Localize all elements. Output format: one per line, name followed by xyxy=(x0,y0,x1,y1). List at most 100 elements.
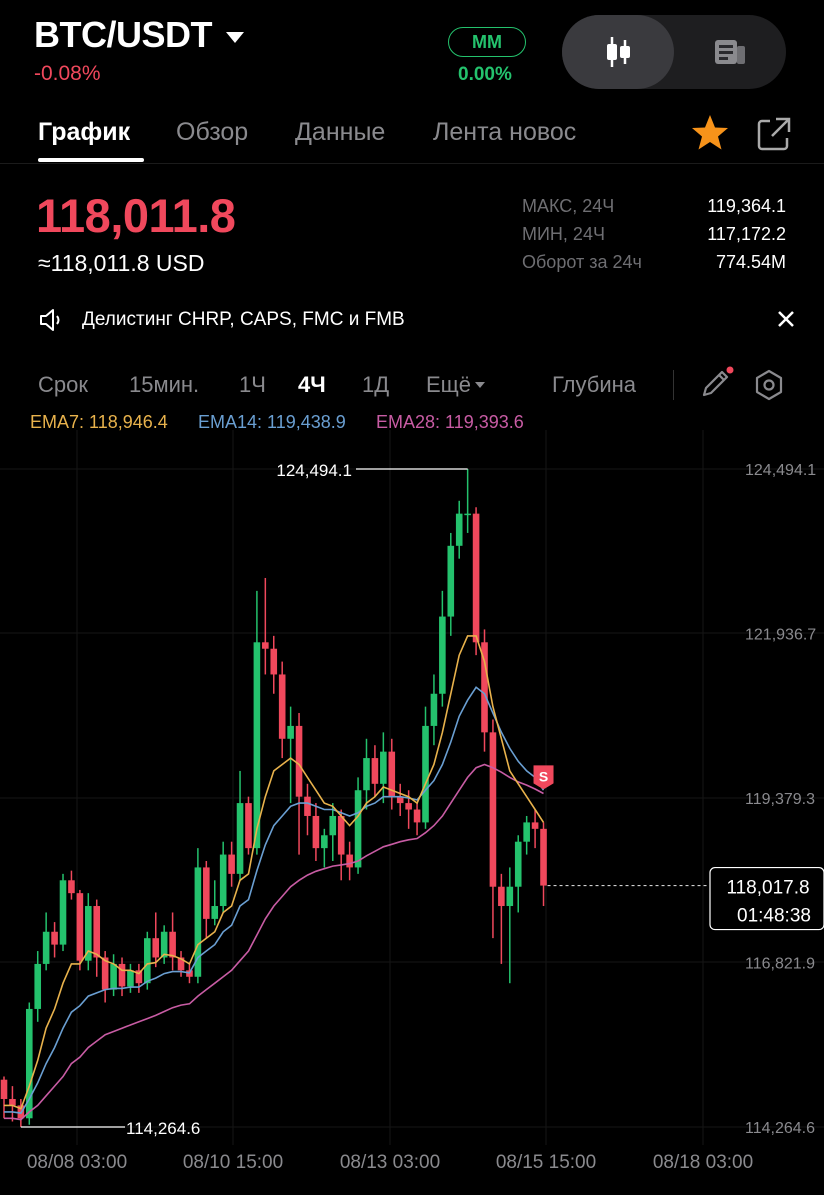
candle-up xyxy=(455,513,463,546)
candle-down xyxy=(472,513,480,643)
candle-up xyxy=(422,725,429,823)
candle-up xyxy=(219,854,227,907)
timeframe-more-label: Ещё xyxy=(426,372,472,397)
candle-down xyxy=(498,886,505,907)
candle-down xyxy=(278,674,286,739)
candle-up xyxy=(287,725,294,739)
tab-news-feed[interactable]: Лента новос xyxy=(433,118,577,146)
star-icon[interactable] xyxy=(690,113,730,153)
timeframe-more[interactable]: Ещё xyxy=(426,372,486,398)
news-view-button[interactable] xyxy=(674,15,786,89)
countdown-label: 01:48:38 xyxy=(737,906,811,927)
close-icon[interactable] xyxy=(774,307,798,331)
signal-marker-label: S xyxy=(539,768,548,784)
candle-down xyxy=(388,751,396,797)
y-tick-label: 121,936.7 xyxy=(745,627,816,644)
x-tick-label: 08/18 03:00 xyxy=(653,1152,753,1173)
candle-up xyxy=(354,790,362,868)
candlestick-chart[interactable]: 124,494.1 114,264.6 124,494.1 121,936.7 119,… xyxy=(0,430,824,1195)
y-tick-label: 124,494.1 xyxy=(745,462,816,479)
tab-overview[interactable]: Обзор xyxy=(176,118,249,146)
signal-marker xyxy=(533,765,554,790)
candle-down xyxy=(295,725,303,797)
candle-up xyxy=(329,815,337,836)
news-icon xyxy=(715,40,745,64)
ema7-label: EMA7: 118,946.4 xyxy=(30,412,168,432)
min-marker-label: 114,264.6 xyxy=(126,1119,200,1138)
stat-volume-label: Оборот за 24ч xyxy=(522,252,642,272)
candle-down xyxy=(489,732,497,887)
candle-down xyxy=(481,642,488,733)
candle-up xyxy=(211,906,219,919)
candle-down xyxy=(68,880,75,894)
announcement-bar[interactable]: Делистинг CHRP, CAPS, FMC и FMB xyxy=(38,305,798,335)
last-price: 118,011.8 xyxy=(36,189,236,242)
timeframe-15m[interactable]: 15мин. xyxy=(129,372,200,397)
candle-down xyxy=(540,828,547,886)
candle-up xyxy=(464,513,471,516)
pencil-icon[interactable] xyxy=(699,366,735,400)
candle-down xyxy=(135,970,143,984)
candle-up xyxy=(363,758,370,791)
ema28-line xyxy=(4,763,544,1121)
candle-up xyxy=(236,803,244,874)
candle-up xyxy=(160,931,168,958)
candle-up xyxy=(253,642,261,849)
last-price-box xyxy=(709,866,824,931)
tab-chart[interactable]: График xyxy=(38,118,131,146)
candle-up xyxy=(321,835,328,849)
last-price-usd: ≈118,011.8 USD xyxy=(38,250,205,276)
candle-down xyxy=(152,938,160,958)
candle-up xyxy=(380,751,387,784)
candle-down xyxy=(0,1079,8,1099)
candle-up xyxy=(25,1008,33,1119)
candle-down xyxy=(9,1098,16,1106)
ema14-label: EMA14: 119,438.9 xyxy=(198,412,346,432)
candle-down xyxy=(169,931,176,958)
toolbar-divider xyxy=(673,370,674,400)
candle-down xyxy=(396,796,404,804)
mm-badge[interactable]: MM xyxy=(448,27,526,57)
max-marker-label: 124,494.1 xyxy=(276,461,352,480)
share-icon[interactable] xyxy=(756,116,792,152)
candle-down xyxy=(371,758,379,784)
mm-value: 0.00% xyxy=(458,64,512,85)
candle-up xyxy=(430,693,438,726)
candle-down xyxy=(203,867,210,919)
pair-selector[interactable]: BTC/USDT xyxy=(34,14,244,56)
settings-icon[interactable] xyxy=(753,369,785,401)
tab-data[interactable]: Данные xyxy=(295,118,386,146)
candlestick-view-button[interactable] xyxy=(562,15,674,89)
candle-down xyxy=(304,796,311,816)
timeframe-bar: Срок 15мин. 1Ч 4Ч 1Д Ещё Глубина xyxy=(0,366,824,406)
candle-down xyxy=(245,803,252,849)
pair-name: BTC/USDT xyxy=(34,14,213,55)
y-tick-label: 116,821.9 xyxy=(745,956,815,973)
candle-up xyxy=(59,880,67,945)
y-tick-label: 119,379.3 xyxy=(745,791,815,808)
candle-down xyxy=(93,906,101,958)
x-tick-label: 08/10 15:00 xyxy=(183,1152,283,1173)
candle-down xyxy=(337,815,345,855)
timeframe-1d[interactable]: 1Д xyxy=(362,372,390,397)
candle-up xyxy=(194,867,202,977)
timeframe-period[interactable]: Срок xyxy=(38,372,88,397)
ema7-line xyxy=(4,635,545,1110)
candle-up xyxy=(514,841,522,887)
timeframe-1h[interactable]: 1Ч xyxy=(239,372,266,397)
candle-up xyxy=(506,886,514,907)
candle-down xyxy=(228,854,235,874)
last-price-label: 118,017.8 xyxy=(726,878,809,899)
depth-button[interactable]: Глубина xyxy=(552,372,637,397)
candle-down xyxy=(118,963,126,987)
candle-down xyxy=(270,648,278,675)
timeframe-4h[interactable]: 4Ч xyxy=(298,372,326,397)
candle-up xyxy=(523,822,530,842)
candle-down xyxy=(346,854,353,868)
candle-up xyxy=(447,545,455,617)
stat-high-value: 119,364.1 xyxy=(707,196,786,216)
x-tick-label: 08/13 03:00 xyxy=(340,1152,440,1173)
active-tab-indicator xyxy=(38,158,144,162)
main-tabs: График Обзор Данные Лента новос xyxy=(0,112,824,164)
candle-up xyxy=(110,963,117,990)
